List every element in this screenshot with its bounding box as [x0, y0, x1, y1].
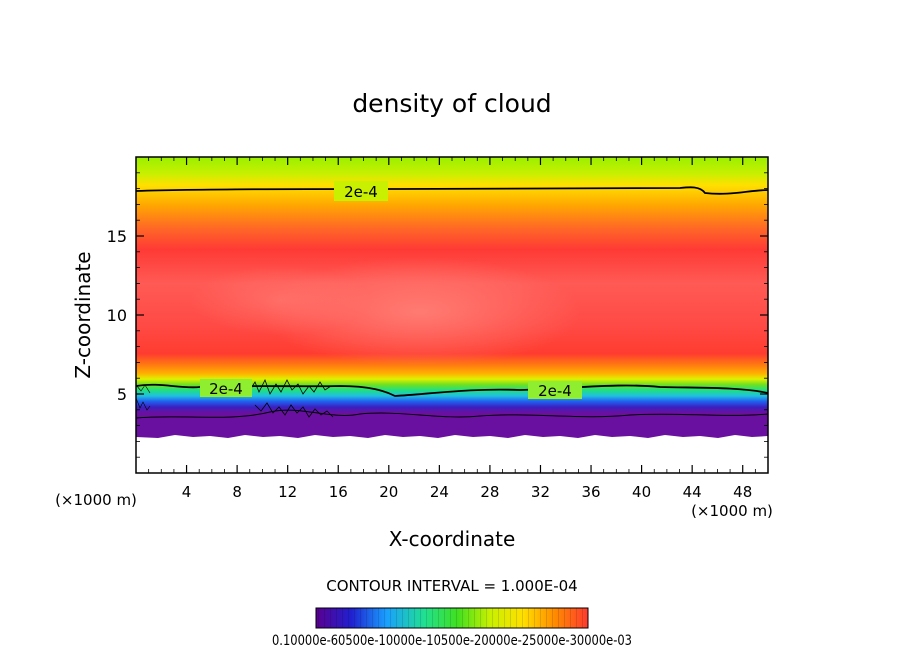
x-axis-label: X-coordinate	[389, 527, 516, 551]
colorbar-hatch	[316, 608, 588, 628]
y-tick-label: 15	[107, 227, 127, 246]
core-highlight-2	[190, 265, 370, 335]
colorbar: 0.10000e-60500e-10000e-10500e-20000e-250…	[272, 607, 632, 649]
contours: 2e-4 2e-4 2e-4	[135, 181, 769, 400]
x-unit-left: (×1000 m)	[55, 491, 137, 509]
y-axis-label: Z-coordinate	[71, 251, 95, 378]
contour-interval: CONTOUR INTERVAL = 1.000E-04	[326, 577, 577, 595]
y-axis: 5 10 15	[107, 172, 768, 458]
contour-label-lower-1: 2e-4	[209, 380, 243, 398]
lower-turbulence-3	[254, 402, 334, 418]
plot-area	[136, 157, 768, 438]
colorbar-tick-labels: 0.10000e-60500e-10000e-10500e-20000e-250…	[272, 633, 632, 649]
x-unit-right: (×1000 m)	[691, 502, 773, 520]
x-axis: 4 8 12 16 20 24 28 32 36 40 44 48	[148, 157, 756, 501]
x-tick-label: 12	[278, 483, 297, 501]
lower-turbulence-4	[136, 384, 151, 411]
x-tick-label: 8	[232, 483, 242, 501]
y-tick-label: 10	[107, 306, 127, 325]
x-tick-label: 20	[379, 483, 398, 501]
x-tick-label: 40	[632, 483, 651, 501]
x-tick-label: 36	[581, 483, 600, 501]
chart-title: density of cloud	[352, 89, 551, 118]
colorbar-frame	[315, 607, 589, 629]
x-tick-label: 32	[531, 483, 550, 501]
x-tick-label: 4	[182, 483, 192, 501]
contour-label-bg-2	[200, 379, 252, 397]
contour-upper	[135, 186, 769, 195]
x-tick-label: 16	[329, 483, 348, 501]
x-tick-label: 24	[430, 483, 449, 501]
y-tick-label: 5	[117, 385, 127, 404]
x-tick-label: 48	[733, 483, 752, 501]
contour-label-bg-3	[528, 381, 582, 399]
x-tick-label: 44	[683, 483, 702, 501]
contour-label-upper: 2e-4	[344, 183, 378, 201]
contour-label-bg	[334, 181, 388, 201]
lower-turbulence	[136, 409, 768, 419]
contour-label-lower-2: 2e-4	[538, 382, 572, 400]
x-tick-label: 28	[480, 483, 499, 501]
